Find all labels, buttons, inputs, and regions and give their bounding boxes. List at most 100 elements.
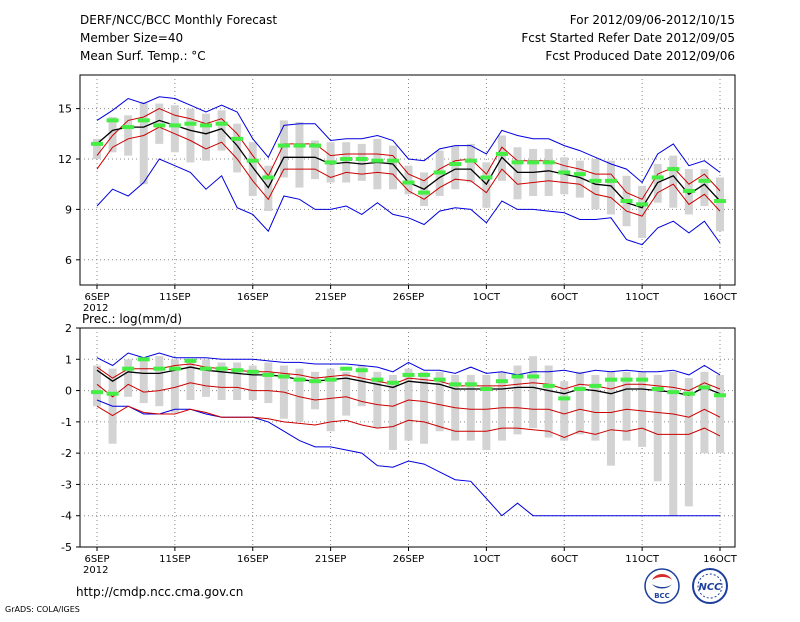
spread-box — [606, 371, 615, 466]
median-marker — [433, 170, 446, 175]
median-marker — [153, 366, 166, 371]
spread-box — [669, 371, 678, 516]
median-marker — [262, 372, 275, 377]
spread-box — [575, 160, 584, 198]
y-tick-label: 2 — [65, 322, 72, 335]
spread-box — [466, 374, 475, 441]
x-tick-label: 1OCT — [473, 292, 501, 303]
median-marker — [340, 157, 353, 161]
median-marker — [184, 358, 197, 363]
spread-box — [638, 371, 647, 447]
median-marker — [464, 382, 477, 387]
y-tick-label: -1 — [61, 416, 72, 429]
median-marker — [309, 379, 322, 384]
median-marker — [184, 121, 197, 126]
spread-box — [357, 143, 366, 181]
median-marker — [106, 118, 119, 123]
y-tick-label: 6 — [65, 254, 72, 267]
median-marker — [682, 391, 695, 396]
median-marker — [558, 170, 571, 175]
spread-box — [233, 123, 242, 173]
median-marker — [91, 390, 103, 395]
median-marker — [573, 172, 586, 177]
spread-box — [124, 115, 133, 156]
median-marker — [386, 380, 399, 385]
median-marker — [714, 199, 726, 203]
median-marker — [215, 366, 228, 371]
bcc-logo: BCC — [644, 568, 680, 604]
median-marker — [682, 188, 695, 193]
median-marker — [168, 123, 181, 128]
median-marker — [495, 151, 508, 156]
y-tick-label: 12 — [58, 153, 72, 166]
ncc-logo: NCC — [692, 568, 728, 604]
x-tick-label: 26SEP — [393, 292, 424, 303]
ncc-logo-text: NCC — [698, 582, 722, 593]
median-marker — [293, 377, 306, 382]
spread-box — [93, 365, 101, 407]
spread-box — [186, 362, 195, 400]
y-tick-label: -4 — [61, 510, 72, 523]
median-marker — [511, 374, 524, 379]
spread-box — [217, 110, 226, 151]
median-marker — [386, 158, 399, 163]
median-marker — [620, 199, 633, 203]
variable-label-temp: Mean Surf. Temp.: °C — [80, 49, 206, 63]
spread-box — [435, 371, 444, 432]
spread-box — [544, 365, 553, 438]
spread-box — [248, 365, 257, 400]
median-marker — [714, 393, 726, 398]
median-marker — [324, 160, 337, 165]
bcc-logo-swoosh-red — [652, 574, 672, 580]
median-marker — [542, 160, 555, 165]
y-tick-label: 9 — [65, 203, 72, 216]
plot-frame — [79, 74, 736, 286]
median-marker — [122, 125, 135, 130]
median-marker — [277, 143, 290, 148]
x-tick-label: 21SEP — [315, 554, 346, 565]
median-marker — [371, 377, 384, 382]
median-marker — [91, 141, 103, 146]
y-tick-label: -3 — [61, 478, 72, 491]
spread-box — [451, 145, 460, 190]
x-tick-label: 11SEP — [159, 292, 190, 303]
x-tick-label: 26SEP — [393, 554, 424, 565]
envelope-min-line — [96, 399, 720, 517]
spread-box — [716, 374, 724, 454]
spread-lower-line-2 — [96, 405, 721, 439]
median-marker — [402, 372, 415, 377]
median-marker — [464, 158, 477, 163]
spread-box — [513, 365, 522, 435]
median-marker — [698, 385, 711, 390]
spread-box — [669, 155, 678, 208]
spread-box — [326, 368, 335, 432]
median-marker — [231, 368, 244, 373]
spread-box — [202, 359, 211, 397]
fcst-started-date: Fcst Started Refer Date 2012/09/05 — [521, 31, 735, 45]
spread-box — [311, 371, 320, 410]
spread-box — [279, 120, 288, 178]
median-marker — [340, 366, 353, 371]
x-tick-label: 11OCT — [625, 292, 660, 303]
x-year-label: 2012 — [83, 565, 108, 576]
x-tick-label: 6OCT — [551, 292, 579, 303]
spread-box — [186, 108, 195, 163]
spread-box — [404, 368, 413, 441]
median-marker — [215, 121, 228, 126]
median-marker — [698, 178, 711, 183]
median-marker — [573, 387, 586, 392]
x-tick-label: 16SEP — [237, 292, 268, 303]
median-marker — [231, 136, 244, 141]
spread-box — [638, 185, 647, 238]
spread-box — [233, 362, 242, 400]
median-marker — [667, 390, 680, 395]
x-tick-label: 6SEP — [84, 292, 109, 303]
median-marker — [277, 374, 290, 379]
median-marker — [589, 178, 602, 183]
bcc-logo-swoosh-blue — [652, 584, 672, 589]
median-marker — [480, 387, 493, 392]
spread-box — [560, 381, 569, 441]
median-marker — [449, 162, 462, 167]
